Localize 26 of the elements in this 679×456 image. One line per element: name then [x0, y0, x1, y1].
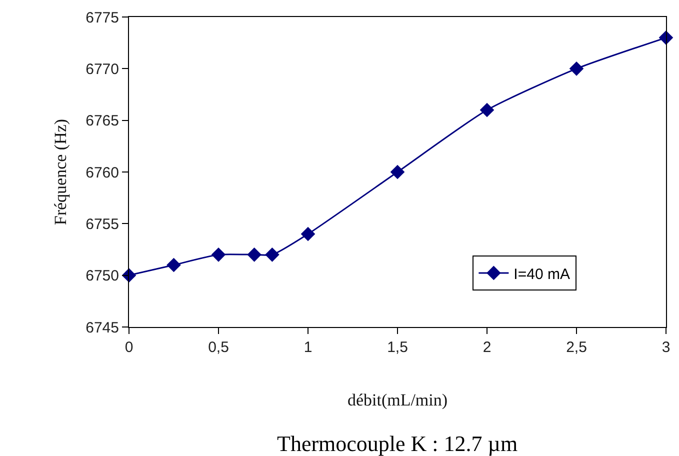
point [569, 62, 584, 76]
y-tick-label: 6755 [86, 216, 119, 233]
point [247, 248, 262, 262]
x-tick-label: 0 [124, 339, 134, 356]
y-tick-label: 6760 [86, 164, 119, 182]
text: Thermocouple K : 12.7 µm [277, 431, 518, 456]
x-tick-label: 3 [662, 339, 670, 356]
point [300, 226, 316, 242]
y-tick-label: 6765 [86, 112, 119, 130]
y-tick-label: 6775 [86, 9, 119, 26]
x-tick-label: 2 [482, 339, 492, 356]
y-tick-label: 6745 [86, 319, 119, 336]
point [166, 258, 181, 272]
y-tick-label: 6750 [86, 268, 119, 285]
x-tick-label: 2,5 [566, 339, 587, 356]
y-axis-title: Fréquence (Hz) [51, 118, 70, 226]
x-axis-title: débit(mL/min) [347, 390, 448, 410]
x-tick-label: 1 [304, 339, 312, 356]
y-tick-label: 6770 [86, 60, 119, 78]
point [390, 164, 405, 180]
point [480, 102, 494, 118]
x-tick-label: 1,5 [387, 339, 408, 356]
legend-label: I=40 mA [514, 266, 570, 283]
point [265, 248, 280, 262]
x-tick-label: 0,5 [208, 339, 229, 356]
point [211, 248, 226, 262]
